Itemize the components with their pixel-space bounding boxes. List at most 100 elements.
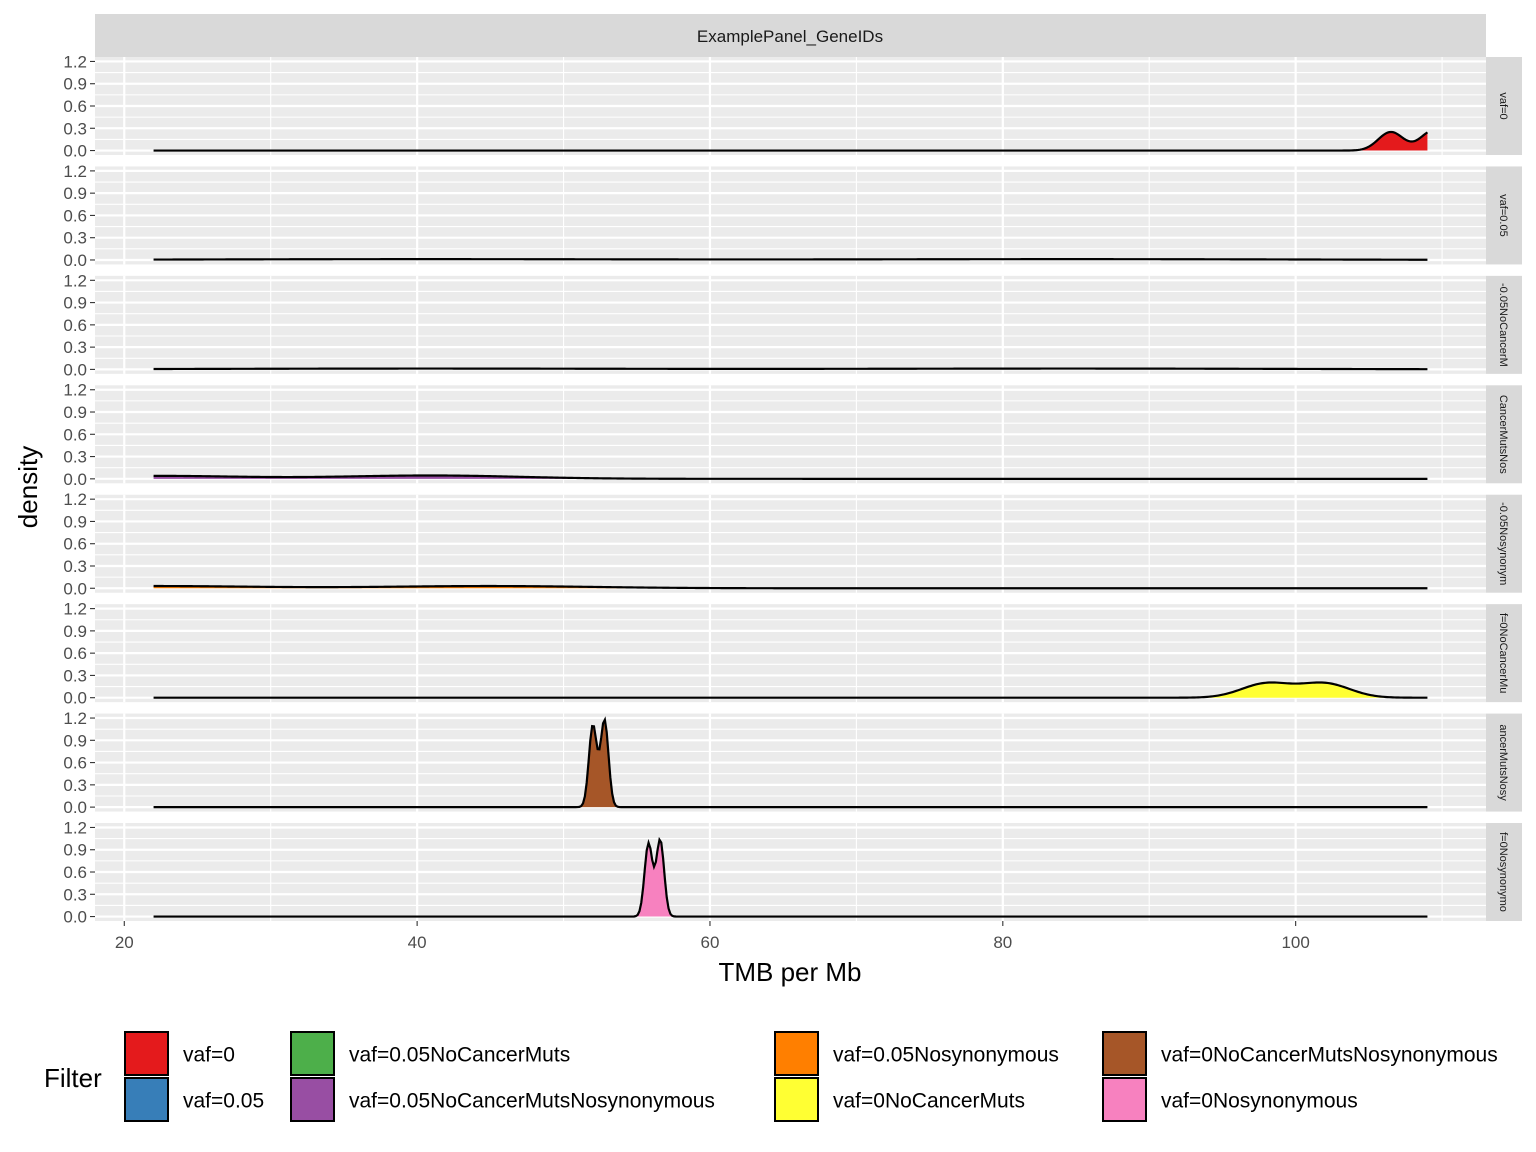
legend-label: vaf=0NoCancerMutsNosynonymous bbox=[1161, 1044, 1498, 1067]
legend-title: Filter bbox=[44, 1063, 102, 1093]
density-line bbox=[153, 258, 1428, 261]
facet-strip-right bbox=[1486, 823, 1522, 922]
legend-label: vaf=0.05Nosynonymous bbox=[833, 1044, 1059, 1067]
facet-title: ExamplePanel_GeneIDs bbox=[697, 27, 883, 46]
x-axis-title: TMB per Mb bbox=[718, 957, 861, 987]
density-line bbox=[153, 130, 1429, 152]
y-tick-label: 0.0 bbox=[63, 689, 87, 708]
facet-strip-right bbox=[1486, 166, 1522, 265]
facet-strip-label: f=0Nosynonymo bbox=[1497, 832, 1509, 912]
y-tick-label: 0.3 bbox=[63, 448, 87, 467]
y-tick-label: 0.6 bbox=[63, 206, 87, 225]
y-tick-label: 1.2 bbox=[63, 709, 87, 728]
y-tick-label: 0.3 bbox=[63, 885, 87, 904]
y-tick-label: 0.3 bbox=[63, 776, 87, 795]
y-tick-label: 0.9 bbox=[63, 75, 87, 94]
y-tick-label: 0.0 bbox=[63, 908, 87, 927]
y-tick-label: 1.2 bbox=[63, 162, 87, 181]
legend-swatch bbox=[124, 1077, 169, 1122]
legend-label: vaf=0NoCancerMuts bbox=[833, 1090, 1025, 1113]
y-tick-label: 0.9 bbox=[63, 731, 87, 750]
y-tick-label: 0.0 bbox=[63, 251, 87, 270]
facet-strip-right bbox=[1486, 494, 1522, 593]
x-tick-label: 100 bbox=[1281, 933, 1309, 952]
y-tick-label: 0.3 bbox=[63, 666, 87, 685]
facet-strip-label: vaf=0.05 bbox=[1497, 194, 1509, 237]
x-tick-label: 80 bbox=[993, 933, 1012, 952]
legend-label: vaf=0Nosynonymous bbox=[1161, 1090, 1358, 1113]
y-tick-label: 1.2 bbox=[63, 271, 87, 290]
legend-label: vaf=0 bbox=[183, 1044, 235, 1067]
facet-panel-5: 0.0 0.3 0.6 0.9 1.2 -0.05Nosynonym bbox=[63, 490, 1522, 598]
legend-item: vaf=0.05NoCancerMuts bbox=[290, 1031, 570, 1076]
density-line bbox=[153, 367, 1428, 371]
y-tick-label: 0.6 bbox=[63, 97, 87, 116]
density-line bbox=[153, 681, 1428, 699]
y-tick-label: 0.6 bbox=[63, 425, 87, 444]
legend-swatch bbox=[1102, 1031, 1147, 1076]
facet-panels: 0.0 0.3 0.6 0.9 1.2 vaf=0 0.0 0.3 0.6 0.9 1.2 vaf=0… bbox=[63, 52, 1522, 927]
y-tick-label: 0.6 bbox=[63, 754, 87, 773]
facet-strip-label: -0.05NoCancerM bbox=[1497, 283, 1509, 367]
y-tick-label: 0.9 bbox=[63, 403, 87, 422]
facet-strip-right bbox=[1486, 604, 1522, 703]
legend-item: vaf=0NoCancerMutsNosynonymous bbox=[1102, 1031, 1498, 1076]
density-line bbox=[153, 716, 1428, 809]
y-tick-label: 0.3 bbox=[63, 557, 87, 576]
density-line bbox=[153, 474, 1428, 480]
y-tick-label: 0.0 bbox=[63, 470, 87, 489]
facet-strip-right bbox=[1486, 275, 1522, 374]
facet-panel-2: 0.0 0.3 0.6 0.9 1.2 vaf=0.05 bbox=[63, 162, 1522, 270]
y-tick-label: 0.0 bbox=[63, 579, 87, 598]
y-tick-label: 0.6 bbox=[63, 644, 87, 663]
x-tick-label: 20 bbox=[115, 933, 134, 952]
legend-item: vaf=0Nosynonymous bbox=[1102, 1077, 1358, 1122]
facet-strip-label: f=0NoCancerMu bbox=[1497, 613, 1509, 693]
legend-label: vaf=0.05 bbox=[183, 1090, 264, 1113]
legend-swatch bbox=[774, 1077, 819, 1122]
facet-strip-right bbox=[1486, 713, 1522, 812]
y-tick-label: 1.2 bbox=[63, 52, 87, 71]
legend-swatch bbox=[124, 1031, 169, 1076]
x-tick-label: 60 bbox=[701, 933, 720, 952]
y-tick-label: 0.6 bbox=[63, 863, 87, 882]
legend-item: vaf=0.05Nosynonymous bbox=[774, 1031, 1059, 1076]
facet-strip-right bbox=[1486, 385, 1522, 484]
facet-strip-right bbox=[1486, 57, 1522, 155]
facet-panel-1: 0.0 0.3 0.6 0.9 1.2 vaf=0 bbox=[63, 52, 1522, 161]
y-tick-label: 0.9 bbox=[63, 512, 87, 531]
legend-item: vaf=0 bbox=[124, 1031, 235, 1076]
legend: Filter vaf=0 vaf=0.05 vaf=0.05NoCancerMuts… bbox=[44, 1031, 1498, 1122]
facet-strip-top bbox=[95, 14, 1486, 57]
y-tick-label: 0.0 bbox=[63, 142, 87, 161]
legend-swatch bbox=[1102, 1077, 1147, 1122]
density-line bbox=[153, 836, 1428, 918]
legend-items: vaf=0 vaf=0.05 vaf=0.05NoCancerMuts vaf=0.0… bbox=[124, 1031, 1498, 1122]
y-tick-label: 1.2 bbox=[63, 381, 87, 400]
y-tick-label: 0.0 bbox=[63, 798, 87, 817]
facet-panel-8: 0.0 0.3 0.6 0.9 1.2 f=0Nosynonymo bbox=[63, 818, 1522, 927]
facet-panel-3: 0.0 0.3 0.6 0.9 1.2 -0.05NoCancerM bbox=[63, 271, 1522, 379]
y-tick-label: 0.0 bbox=[63, 360, 87, 379]
y-tick-label: 1.2 bbox=[63, 490, 87, 509]
y-tick-label: 0.6 bbox=[63, 535, 87, 554]
legend-swatch bbox=[774, 1031, 819, 1076]
facet-strip-label: vaf=0 bbox=[1497, 92, 1509, 119]
x-tick-label: 40 bbox=[408, 933, 427, 952]
facet-strip-label: ancerMutsNosy bbox=[1497, 724, 1509, 801]
legend-item: vaf=0NoCancerMuts bbox=[774, 1077, 1025, 1122]
legend-swatch bbox=[290, 1031, 335, 1076]
facet-panel-4: 0.0 0.3 0.6 0.9 1.2 CancerMutsNos bbox=[63, 381, 1522, 489]
legend-label: vaf=0.05NoCancerMutsNosynonymous bbox=[349, 1090, 715, 1113]
legend-label: vaf=0.05NoCancerMuts bbox=[349, 1044, 570, 1067]
facet-strip-label: -0.05Nosynonym bbox=[1497, 502, 1509, 585]
legend-item: vaf=0.05 bbox=[124, 1077, 264, 1122]
y-tick-label: 0.3 bbox=[63, 119, 87, 138]
y-tick-label: 1.2 bbox=[63, 818, 87, 837]
facet-panel-6: 0.0 0.3 0.6 0.9 1.2 f=0NoCancerMu bbox=[63, 600, 1522, 708]
y-tick-label: 0.9 bbox=[63, 841, 87, 860]
facet-strip-label: CancerMutsNos bbox=[1497, 395, 1509, 474]
legend-item: vaf=0.05NoCancerMutsNosynonymous bbox=[290, 1077, 715, 1122]
y-tick-label: 0.9 bbox=[63, 294, 87, 313]
